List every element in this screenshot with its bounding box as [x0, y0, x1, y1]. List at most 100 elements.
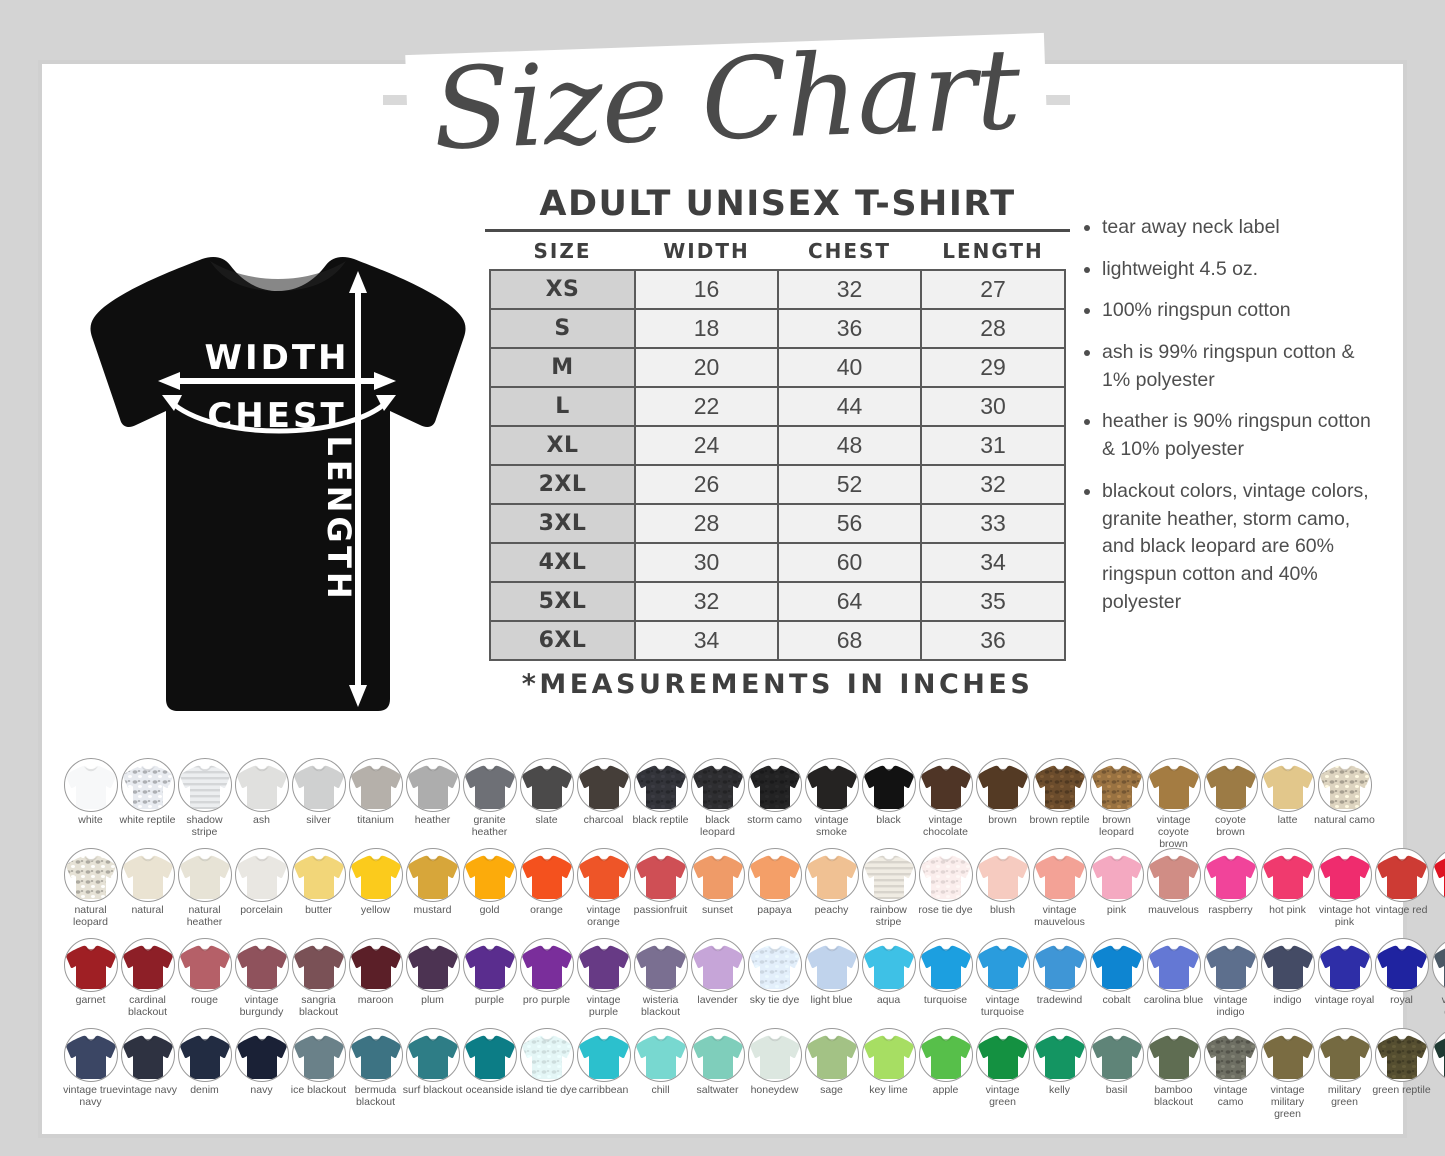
color-swatch[interactable]: granite heather — [461, 758, 518, 839]
color-swatch[interactable]: navy — [233, 1028, 290, 1097]
color-swatch[interactable]: bermuda blackout — [347, 1028, 404, 1109]
color-swatch[interactable]: papaya — [746, 848, 803, 917]
color-swatch[interactable]: light blue — [803, 938, 860, 1007]
color-swatch[interactable]: oceanside — [461, 1028, 518, 1097]
color-swatch[interactable]: bamboo blackout — [1145, 1028, 1202, 1109]
color-swatch[interactable]: storm camo — [746, 758, 803, 827]
color-swatch[interactable]: tradewind — [1031, 938, 1088, 1007]
color-swatch[interactable]: shadow stripe — [176, 758, 233, 839]
color-swatch[interactable]: titanium — [347, 758, 404, 827]
color-swatch[interactable]: ice blackout — [290, 1028, 347, 1097]
color-swatch[interactable]: vintage military green — [1259, 1028, 1316, 1120]
color-swatch[interactable]: green reptile — [1372, 1028, 1431, 1097]
color-swatch[interactable]: white — [62, 758, 119, 827]
color-swatch[interactable]: military green — [1316, 1028, 1373, 1109]
color-swatch[interactable]: rouge — [176, 938, 233, 1007]
color-swatch[interactable]: garnet — [62, 938, 119, 1007]
color-swatch[interactable]: latte — [1259, 758, 1316, 827]
color-swatch[interactable]: rose tie dye — [917, 848, 974, 917]
color-swatch[interactable]: sangria blackout — [290, 938, 347, 1019]
color-swatch[interactable]: forest — [1430, 1028, 1445, 1097]
color-swatch[interactable]: vintage red — [1373, 848, 1430, 917]
color-swatch[interactable]: purple — [461, 938, 518, 1007]
color-swatch[interactable]: plum — [404, 938, 461, 1007]
color-swatch[interactable]: vintage navy — [118, 1028, 177, 1097]
color-swatch[interactable]: black reptile — [632, 758, 689, 827]
color-swatch[interactable]: basil — [1088, 1028, 1145, 1097]
color-swatch[interactable]: natural heather — [176, 848, 233, 929]
color-swatch[interactable]: peachy — [803, 848, 860, 917]
color-swatch[interactable]: vintage turquoise — [974, 938, 1031, 1019]
color-swatch-label: vintage true navy — [63, 1084, 118, 1108]
color-swatch[interactable]: vintage orange — [575, 848, 632, 929]
color-swatch[interactable]: surf blackout — [403, 1028, 462, 1097]
color-swatch[interactable]: brown reptile — [1029, 758, 1090, 827]
color-swatch[interactable]: vintage true navy — [62, 1028, 119, 1109]
color-swatch[interactable]: sunset — [689, 848, 746, 917]
color-swatch[interactable]: carolina blue — [1144, 938, 1203, 1007]
color-swatch[interactable]: vintage smoke — [803, 758, 860, 839]
color-swatch[interactable]: brown leopard — [1088, 758, 1145, 839]
color-swatch[interactable]: heather — [404, 758, 461, 827]
color-swatch[interactable]: natural leopard — [62, 848, 119, 929]
color-swatch[interactable]: vintage green — [974, 1028, 1031, 1109]
color-swatch[interactable]: white reptile — [119, 758, 176, 827]
color-swatch[interactable]: kelly — [1031, 1028, 1088, 1097]
color-swatch[interactable]: cardinal blackout — [119, 938, 176, 1019]
color-swatch[interactable]: vintage royal — [1315, 938, 1374, 1007]
color-swatch[interactable]: lavender — [689, 938, 746, 1007]
color-swatch[interactable]: vintage chocolate — [917, 758, 974, 839]
color-swatch[interactable]: vintage hot pink — [1316, 848, 1373, 929]
color-swatch[interactable]: sky tie dye — [746, 938, 803, 1007]
color-swatch[interactable]: apple — [917, 1028, 974, 1097]
color-swatch[interactable]: vintage purple — [575, 938, 632, 1019]
color-swatch[interactable]: charcoal — [575, 758, 632, 827]
color-swatch[interactable]: vintage coyote brown — [1145, 758, 1202, 850]
color-swatch[interactable]: mustard — [404, 848, 461, 917]
color-swatch[interactable]: yellow — [347, 848, 404, 917]
color-swatch[interactable]: vintage indigo — [1202, 938, 1259, 1019]
color-swatch[interactable]: vintage denim — [1430, 938, 1445, 1019]
color-swatch[interactable]: blush — [974, 848, 1031, 917]
color-swatch[interactable]: maroon — [347, 938, 404, 1007]
color-swatch[interactable]: aqua — [860, 938, 917, 1007]
color-swatch[interactable]: royal — [1373, 938, 1430, 1007]
color-swatch[interactable]: turquoise — [917, 938, 974, 1007]
color-swatch[interactable]: chill — [632, 1028, 689, 1097]
color-swatch[interactable]: pink — [1088, 848, 1145, 917]
color-swatch[interactable]: denim — [176, 1028, 233, 1097]
color-swatch[interactable]: pro purple — [518, 938, 575, 1007]
tshirt-swatch-icon — [690, 758, 745, 812]
color-swatch[interactable]: porcelain — [233, 848, 290, 917]
color-swatch[interactable]: passionfruit — [632, 848, 689, 917]
color-swatch[interactable]: vintage burgundy — [233, 938, 290, 1019]
color-swatch[interactable]: silver — [290, 758, 347, 827]
color-swatch[interactable]: slate — [518, 758, 575, 827]
color-swatch[interactable]: wisteria blackout — [632, 938, 689, 1019]
color-swatch[interactable]: mauvelous — [1145, 848, 1202, 917]
color-swatch[interactable]: indigo — [1259, 938, 1316, 1007]
color-swatch[interactable]: key lime — [860, 1028, 917, 1097]
color-swatch[interactable]: carribbean — [575, 1028, 632, 1097]
color-swatch[interactable]: ash — [233, 758, 290, 827]
color-swatch[interactable]: red — [1430, 848, 1445, 917]
color-swatch[interactable]: rainbow stripe — [860, 848, 917, 929]
color-swatch[interactable]: brown — [974, 758, 1031, 827]
color-swatch[interactable]: raspberry — [1202, 848, 1259, 917]
color-swatch[interactable]: hot pink — [1259, 848, 1316, 917]
color-swatch[interactable]: natural — [119, 848, 176, 917]
color-swatch[interactable]: natural camo — [1314, 758, 1375, 827]
color-swatch[interactable]: honeydew — [746, 1028, 803, 1097]
color-swatch[interactable]: black leopard — [689, 758, 746, 839]
color-swatch[interactable]: vintage camo — [1202, 1028, 1259, 1109]
color-swatch[interactable]: butter — [290, 848, 347, 917]
color-swatch[interactable]: saltwater — [689, 1028, 746, 1097]
color-swatch[interactable]: sage — [803, 1028, 860, 1097]
color-swatch[interactable]: cobalt — [1088, 938, 1145, 1007]
color-swatch[interactable]: island tie dye — [516, 1028, 577, 1097]
color-swatch[interactable]: black — [860, 758, 917, 827]
color-swatch[interactable]: gold — [461, 848, 518, 917]
color-swatch[interactable]: vintage mauvelous — [1031, 848, 1088, 929]
color-swatch[interactable]: orange — [518, 848, 575, 917]
color-swatch[interactable]: coyote brown — [1202, 758, 1259, 839]
